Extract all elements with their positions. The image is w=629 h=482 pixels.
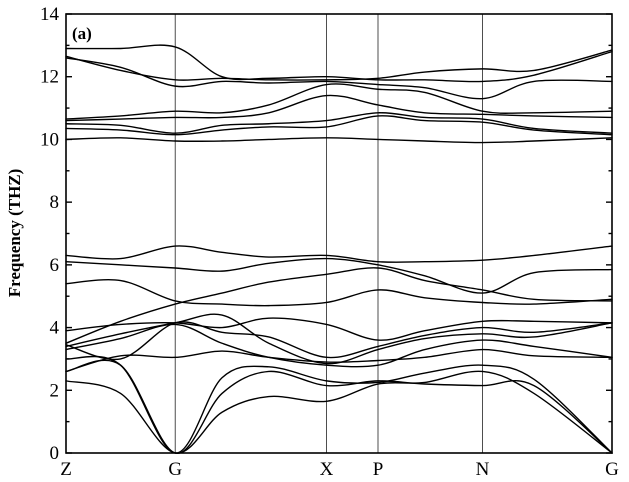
x-tick-label-G: G — [605, 459, 619, 480]
band-line-14 — [65, 115, 613, 136]
y-axis-ticks: 0 2 4 6 8 10 12 14 — [40, 4, 612, 464]
y-tick-label-6: 12 — [40, 67, 59, 88]
panel-label: (a) — [72, 24, 92, 43]
band-line-16 — [65, 94, 613, 122]
band-line-2 — [65, 359, 613, 454]
x-tick-label-Z: Z — [60, 459, 72, 480]
band-line-17 — [65, 83, 613, 120]
x-tick-label-G: G — [168, 459, 182, 480]
y-tick-label-2: 4 — [50, 318, 60, 339]
band-line-3 — [65, 355, 613, 454]
band-line-6 — [65, 313, 613, 365]
high-symmetry-lines — [174, 14, 483, 453]
band-line-12 — [65, 245, 613, 263]
x-tick-label-X: X — [320, 459, 334, 480]
band-lines — [65, 44, 613, 454]
band-line-20 — [65, 49, 613, 81]
y-tick-label-0: 0 — [50, 443, 60, 464]
band-line-15 — [65, 112, 613, 134]
y-tick-label-3: 6 — [50, 255, 60, 276]
band-line-4 — [65, 348, 613, 373]
x-tick-label-P: P — [373, 459, 384, 480]
band-line-11 — [65, 257, 613, 294]
band-line-18 — [65, 57, 613, 100]
x-tick-label-N: N — [476, 459, 490, 480]
band-line-5 — [65, 323, 613, 368]
band-line-7 — [65, 321, 613, 361]
band-line-9 — [65, 279, 613, 307]
y-tick-label-1: 2 — [50, 380, 60, 401]
band-line-19 — [65, 44, 613, 83]
y-tick-label-4: 8 — [50, 192, 60, 213]
band-line-1 — [65, 370, 613, 454]
y-tick-label-5: 10 — [40, 129, 59, 150]
band-line-8 — [65, 317, 613, 341]
band-line-10 — [65, 267, 613, 344]
y-axis-title: Frequency (THZ) — [5, 169, 24, 298]
y-tick-label-7: 14 — [40, 4, 60, 25]
band-line-13 — [65, 137, 613, 144]
